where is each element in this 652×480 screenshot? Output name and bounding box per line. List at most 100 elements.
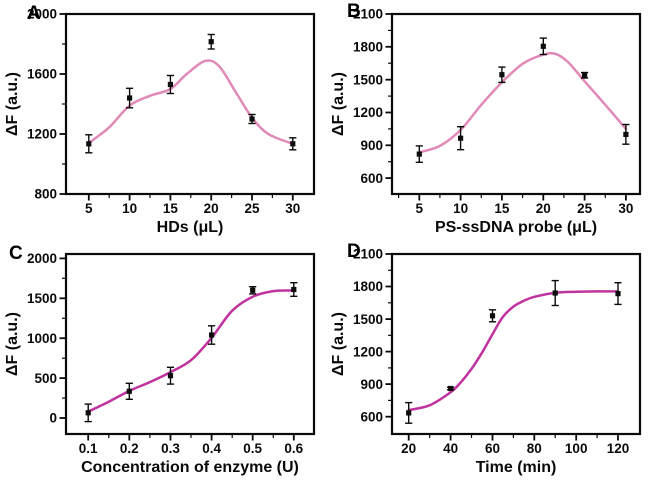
y-tick-label: 600 bbox=[360, 409, 383, 424]
y-tick-label: 1800 bbox=[353, 279, 383, 294]
y-tick-label: 1200 bbox=[353, 344, 383, 359]
data-point-marker bbox=[406, 410, 412, 416]
data-point-marker bbox=[615, 291, 621, 297]
data-point-marker bbox=[249, 116, 255, 122]
panel-a-plot: 5 10 15 20 25 30 800 1200 1600 2000 HDs (μL) ΔF (a.… bbox=[4, 7, 316, 236]
y-tick-label: 1500 bbox=[353, 72, 383, 87]
x-tick-label: 20 bbox=[536, 201, 551, 216]
x-tick-label: 20 bbox=[204, 201, 219, 216]
x-tick-label: 25 bbox=[244, 201, 260, 216]
data-point-marker bbox=[499, 72, 505, 78]
x-tick-label: 0.6 bbox=[284, 441, 303, 456]
y-tick-label: 1500 bbox=[27, 291, 57, 306]
x-tick-label: 100 bbox=[565, 441, 588, 456]
panel-d-plot: 20 40 60 80 100 120 600 900 1200 1500 1800 2100 Time… bbox=[330, 247, 642, 476]
fit-curve bbox=[418, 51, 628, 154]
x-tick-label: 20 bbox=[401, 441, 416, 456]
x-axis-title: Time (min) bbox=[476, 459, 557, 476]
axes: 5 10 15 20 25 30 800 1200 1600 2000 HDs (μL) ΔF (a.… bbox=[4, 7, 316, 236]
data-point-marker bbox=[552, 290, 558, 296]
data-point-marker bbox=[290, 141, 296, 147]
x-tick-label: 40 bbox=[443, 441, 458, 456]
data-point-marker bbox=[85, 410, 91, 416]
fit-curve bbox=[87, 59, 295, 146]
y-tick-label: 2100 bbox=[353, 247, 383, 262]
x-tick-label: 5 bbox=[85, 201, 93, 216]
panel-d: D 20 40 60 80 100 120 600 900 1200 1500 1800 2100 Ti… bbox=[326, 240, 652, 480]
panel-b: B 5 10 15 20 25 30 600 900 1200 1500 1800 2100 PS-ss… bbox=[326, 0, 652, 240]
y-tick-label: 2000 bbox=[27, 251, 57, 266]
data-point-marker bbox=[458, 135, 464, 141]
y-tick-label: 500 bbox=[34, 371, 57, 386]
y-tick-label: 900 bbox=[360, 377, 383, 392]
x-axis-title: Concentration of enzyme (U) bbox=[81, 459, 299, 476]
panel-d-letter: D bbox=[347, 241, 361, 262]
panel-b-letter: B bbox=[347, 1, 361, 22]
axes: 5 10 15 20 25 30 600 900 1200 1500 1800 2100 PS-ssDN… bbox=[330, 7, 642, 236]
axes: 0.1 0.2 0.3 0.4 0.5 0.6 0 500 1000 1500 2000 Concen… bbox=[4, 251, 316, 476]
data-point-marker bbox=[582, 72, 588, 78]
y-axis-title: ΔF (a.u.) bbox=[330, 312, 347, 376]
x-tick-label: 25 bbox=[577, 201, 593, 216]
data-points bbox=[405, 279, 622, 424]
data-point-marker bbox=[167, 373, 174, 379]
y-tick-label: 1500 bbox=[353, 312, 383, 327]
x-axis-title: PS-ssDNA probe (μL) bbox=[435, 219, 597, 236]
x-tick-label: 15 bbox=[163, 201, 179, 216]
x-tick-label: 5 bbox=[416, 201, 424, 216]
x-tick-label: 120 bbox=[607, 441, 630, 456]
panel-a-letter: A bbox=[27, 3, 41, 24]
panel-a: A 5 10 15 20 25 30 800 1200 1600 2000 HDs (μL) ΔF (… bbox=[0, 0, 326, 240]
axes: 20 40 60 80 100 120 600 900 1200 1500 1800 2100 Time… bbox=[330, 247, 642, 476]
data-point-marker bbox=[489, 313, 496, 319]
x-tick-label: 0.1 bbox=[79, 441, 98, 456]
y-tick-label: 1600 bbox=[27, 67, 57, 82]
data-point-marker bbox=[86, 141, 92, 147]
data-point-marker bbox=[540, 43, 546, 49]
x-tick-label: 10 bbox=[453, 201, 468, 216]
x-tick-label: 0.4 bbox=[202, 441, 221, 456]
data-point-marker bbox=[250, 287, 256, 293]
y-tick-label: 2100 bbox=[353, 7, 383, 22]
panel-c-plot: 0.1 0.2 0.3 0.4 0.5 0.6 0 500 1000 1500 2000 Concen… bbox=[4, 251, 316, 476]
y-tick-label: 600 bbox=[360, 171, 383, 186]
y-tick-label: 900 bbox=[360, 138, 383, 153]
data-point-marker bbox=[209, 332, 215, 338]
data-points bbox=[415, 37, 630, 164]
data-points bbox=[85, 33, 297, 154]
y-axis-title: ΔF (a.u.) bbox=[4, 72, 21, 136]
data-point-marker bbox=[127, 95, 133, 101]
x-tick-label: 80 bbox=[527, 441, 542, 456]
data-point-marker bbox=[208, 39, 214, 45]
x-tick-label: 30 bbox=[285, 201, 300, 216]
panel-c-letter: C bbox=[9, 243, 23, 264]
x-tick-label: 60 bbox=[485, 441, 500, 456]
x-axis-title: HDs (μL) bbox=[157, 219, 224, 236]
data-point-marker bbox=[291, 286, 297, 293]
y-tick-label: 2000 bbox=[27, 7, 57, 22]
data-points bbox=[84, 282, 298, 423]
panel-b-plot: 5 10 15 20 25 30 600 900 1200 1500 1800 2100 PS-ssDN… bbox=[330, 7, 642, 236]
y-tick-label: 1000 bbox=[27, 331, 57, 346]
fit-curve bbox=[407, 290, 620, 412]
y-tick-label: 1800 bbox=[353, 40, 383, 55]
data-point-marker bbox=[448, 385, 454, 392]
data-point-marker bbox=[623, 131, 629, 137]
y-tick-label: 0 bbox=[49, 411, 57, 426]
y-tick-label: 800 bbox=[34, 187, 57, 202]
x-tick-label: 10 bbox=[122, 201, 137, 216]
x-tick-label: 0.2 bbox=[120, 441, 139, 456]
fit-curve bbox=[86, 289, 296, 413]
y-axis-title: ΔF (a.u.) bbox=[4, 312, 21, 376]
y-tick-label: 1200 bbox=[27, 127, 57, 142]
x-tick-label: 0.5 bbox=[243, 441, 262, 456]
x-tick-label: 0.3 bbox=[161, 441, 180, 456]
data-point-marker bbox=[126, 388, 132, 394]
y-tick-label: 1200 bbox=[353, 105, 383, 120]
y-axis-title: ΔF (a.u.) bbox=[330, 72, 347, 136]
x-tick-label: 15 bbox=[494, 201, 510, 216]
x-tick-label: 30 bbox=[618, 201, 633, 216]
data-point-marker bbox=[416, 151, 422, 157]
data-point-marker bbox=[167, 81, 173, 88]
